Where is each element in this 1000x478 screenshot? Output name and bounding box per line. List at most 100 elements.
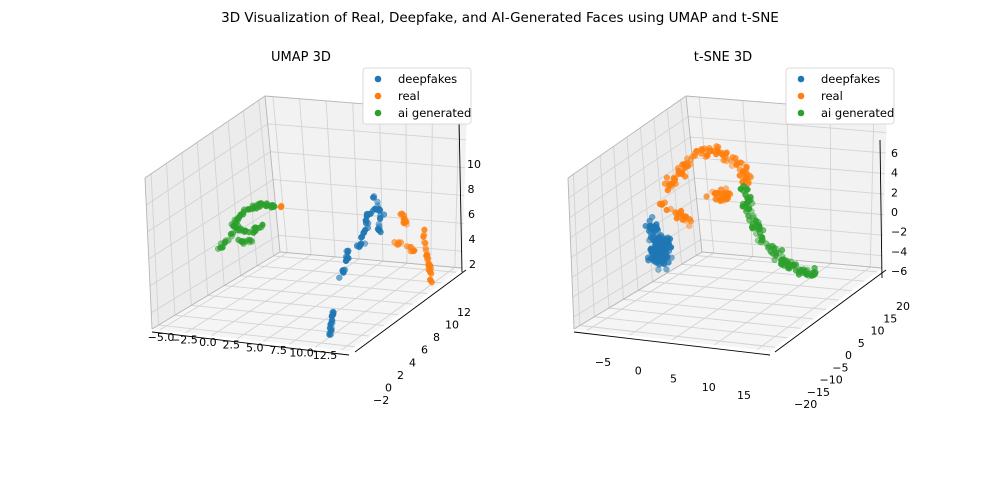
umap-legend-marker-ai-generated [374, 109, 382, 117]
tsne-x-tick-label: −5 [595, 356, 611, 369]
umap-y-axis [354, 269, 467, 353]
tsne-point-deepfakes [649, 255, 657, 262]
umap-y-gridline-left [166, 163, 176, 316]
tsne-y-gridline-floor [623, 298, 814, 320]
umap-y-gridline-left [258, 100, 274, 256]
umap-point-real [427, 269, 434, 276]
tsne-y-gridline-floor [652, 281, 839, 301]
tsne-point-ai-generated [771, 256, 778, 264]
tsne-point-ai-generated [795, 271, 803, 278]
umap-point-ai-generated [222, 237, 229, 244]
tsne-point-real [733, 161, 740, 168]
umap-y-gridline-left [212, 131, 225, 286]
tsne-point-ai-generated [811, 270, 819, 277]
tsne-z-tick-label: 4 [891, 167, 898, 180]
tsne-x-tick-label: 0 [635, 364, 642, 377]
umap-point-deepfakes [343, 248, 350, 255]
umap-y-tick-label: 10 [445, 319, 459, 332]
tsne-point-real [687, 218, 695, 225]
umap-x-tick-label: 10.0 [289, 346, 314, 359]
umap-x-tick-label: 5.0 [246, 341, 264, 354]
tsne-point-real [670, 176, 677, 183]
tsne-y-gridline-floor [667, 272, 852, 292]
tsne-point-deepfakes [647, 225, 655, 232]
umap-legend-label-ai-generated: ai generated [398, 106, 471, 120]
tsne-y-axis [774, 269, 887, 353]
umap-point-deepfakes [377, 215, 384, 222]
tsne-y-gridline-floor [594, 316, 788, 339]
umap-x-gridline-floor [159, 252, 288, 331]
tsne-y-tick-label: 10 [871, 325, 885, 338]
tsne-point-deepfakes [660, 260, 668, 268]
umap-point-deepfakes [376, 206, 383, 213]
tsne-point-ai-generated [739, 203, 746, 210]
tsne-point-ai-generated [769, 250, 776, 257]
tsne-y-gridline-left [613, 146, 624, 300]
figure-suptitle: 3D Visualization of Real, Deepfake, and … [221, 10, 779, 26]
tsne-point-real [679, 161, 686, 168]
tsne-z-tick-label: −2 [891, 226, 907, 239]
umap-point-ai-generated [241, 228, 248, 236]
tsne-point-ai-generated [769, 242, 776, 250]
umap-z-axis [458, 117, 463, 273]
umap-point-ai-generated [234, 227, 241, 234]
umap-point-real [420, 233, 427, 240]
tsne-y-tick-label: −20 [794, 398, 817, 411]
umap-x-gridline-floor [340, 267, 456, 351]
tsne-point-real [711, 190, 719, 197]
umap-point-deepfakes [328, 317, 336, 324]
umap-left-edge [144, 177, 153, 330]
umap-legend-marker-deepfakes [374, 75, 382, 83]
tsne-legend-label-real: real [821, 89, 843, 103]
tsne-y-gridline-floor [637, 290, 827, 310]
umap-y-tick-label: 2 [397, 369, 404, 382]
umap-point-deepfakes [376, 227, 383, 234]
umap-y-tick-label: −2 [373, 394, 389, 407]
umap-y-gridline-floor [158, 324, 355, 348]
umap-x-tick-label: 0.0 [199, 336, 217, 349]
tsne-point-deepfakes [646, 217, 653, 225]
tsne-point-real [667, 205, 674, 213]
umap-z-tick-label: 8 [468, 183, 475, 196]
tsne-back-pane [686, 96, 887, 268]
tsne-point-real [678, 169, 685, 176]
tsne-point-deepfakes [663, 266, 670, 273]
umap-point-ai-generated [242, 238, 249, 245]
umap-point-real [408, 244, 415, 251]
tsne-point-real [718, 151, 726, 158]
umap-tick-labels: −5.0−2.5 0.0 2.5 5.0 7.5 10.012.5−20246810122… [148, 158, 481, 407]
tsne-point-deepfakes [642, 222, 649, 230]
tsne-back-edge [685, 95, 703, 253]
umap-chart-title: UMAP 3D [271, 50, 331, 65]
tsne-point-real [717, 196, 724, 203]
umap-left-pane [145, 96, 280, 329]
umap-point-real [395, 239, 402, 246]
tsne-z-tick-label: −6 [891, 265, 907, 278]
umap-point-real [423, 252, 431, 259]
umap-y-gridline-left [227, 121, 242, 276]
tsne-x-gridline-back [698, 97, 715, 254]
umap-y-gridline-floor [256, 265, 442, 284]
umap-x-gridline-back [299, 98, 312, 255]
tsne-point-real [732, 155, 739, 162]
umap-point-deepfakes [329, 309, 336, 316]
umap-x-gridline-floor [211, 256, 336, 337]
umap-point-ai-generated [258, 200, 265, 208]
umap-y-tick-label: 6 [421, 344, 428, 357]
umap-x-tick-label: −5.0 [148, 331, 175, 344]
tsne-point-deepfakes [658, 236, 665, 243]
tsne-legend-marker-real [797, 92, 805, 100]
tsne-point-real [710, 148, 717, 155]
tsne-x-gridline-back [829, 107, 832, 264]
tsne-point-real [703, 193, 710, 200]
umap-x-tick-label: 7.5 [269, 344, 287, 357]
umap-x-gridline-floor [237, 258, 360, 339]
tsne-y-gridline-left [680, 99, 697, 256]
umap-y-gridline-floor [207, 294, 399, 316]
tsne-legend-frame [785, 67, 895, 125]
tsne-point-ai-generated [757, 239, 765, 246]
umap-point-ai-generated [228, 233, 235, 240]
tsne-point-real [722, 185, 730, 192]
